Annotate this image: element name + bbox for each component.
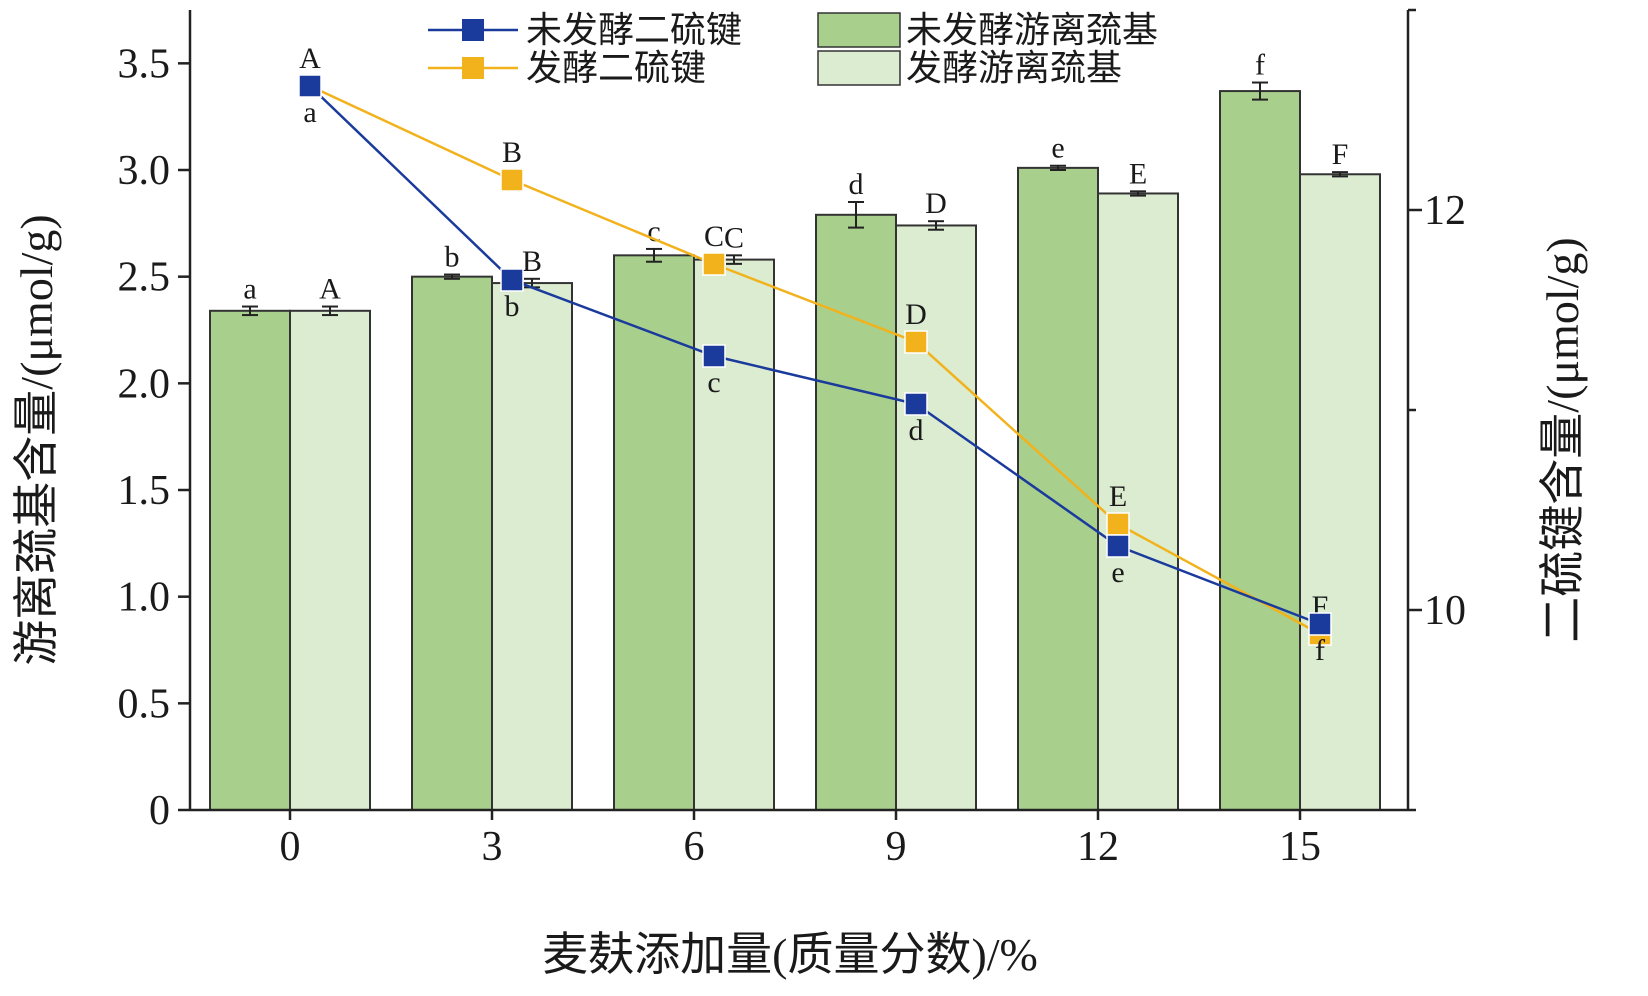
line-significance-letter: e <box>1111 556 1124 589</box>
line-marker <box>1106 534 1130 558</box>
bar <box>289 309 371 811</box>
bar <box>491 282 573 812</box>
legend-bar-swatch <box>817 12 901 48</box>
bar <box>1219 90 1301 812</box>
legend-marker-swatch <box>462 57 484 79</box>
bar-significance-letter: f <box>1255 49 1265 82</box>
line-significance-letter: C <box>704 220 724 253</box>
line-marker <box>1106 512 1130 536</box>
bar <box>815 213 897 812</box>
bar <box>1299 173 1381 811</box>
line-marker <box>702 252 726 276</box>
x-tick-label: 0 <box>280 824 301 870</box>
legend-label: 发酵游离巯基 <box>906 48 1122 88</box>
line-marker <box>298 74 322 98</box>
bar-significance-letter: b <box>445 241 460 274</box>
y-tick-label: 3.5 <box>118 41 171 87</box>
line-significance-letter: a <box>303 96 316 129</box>
y-tick-label: 3.0 <box>118 148 171 194</box>
y-tick-label: 1.5 <box>118 468 171 514</box>
line-marker <box>904 330 928 354</box>
legend-label: 发酵二硫键 <box>526 48 706 88</box>
bar <box>1097 192 1179 811</box>
y-tick-label: 2.0 <box>118 361 171 407</box>
x-tick-label: 6 <box>684 824 705 870</box>
bar <box>1017 166 1099 812</box>
line-significance-letter: d <box>909 414 924 447</box>
line-significance-letter: B <box>502 136 522 169</box>
line-marker <box>500 268 524 292</box>
y2-tick-label: 10 <box>1424 588 1466 634</box>
y2-tick-label: 12 <box>1424 188 1466 234</box>
line-marker <box>500 168 524 192</box>
bar <box>895 224 977 811</box>
bar <box>613 254 695 812</box>
x-tick-label: 12 <box>1077 824 1119 870</box>
bar-significance-letter: D <box>925 187 947 220</box>
bar <box>411 275 493 811</box>
x-tick-label: 9 <box>886 824 907 870</box>
y-tick-label: 2.5 <box>118 255 171 301</box>
bar-significance-letter: E <box>1129 157 1147 190</box>
x-axis-title: 麦麸添加量(质量分数)/% <box>542 929 1038 980</box>
line-significance-letter: D <box>905 298 927 331</box>
line-significance-letter: f <box>1315 634 1325 667</box>
bar-significance-letter: a <box>243 273 256 306</box>
line-marker <box>1308 612 1332 636</box>
x-tick-label: 3 <box>482 824 503 870</box>
bar <box>693 258 775 812</box>
legend-bar-swatch <box>817 50 901 86</box>
line-marker <box>702 344 726 368</box>
axes-layer: 0 0.5 1.0 1.5 2.0 2.5 3.0 3.5 10 12 0 3 6 9 12 15 <box>118 8 1466 870</box>
bar-significance-letter: d <box>849 168 864 201</box>
line-significance-letter: E <box>1109 480 1127 513</box>
series-line <box>309 84 1321 636</box>
legend-marker-swatch <box>462 19 484 41</box>
line-marker <box>904 392 928 416</box>
bar-significance-letter: F <box>1332 138 1349 171</box>
y-axis-title: 游离巯基含量/(μmol/g) <box>11 214 62 665</box>
bars-layer: a b c d e f A B C D E F <box>209 49 1381 812</box>
y-tick-label: 0 <box>149 788 170 834</box>
bar-significance-letter: e <box>1051 132 1064 165</box>
legend-label: 未发酵二硫键 <box>526 10 742 50</box>
bar-significance-letter: B <box>522 245 542 278</box>
x-tick-label: 15 <box>1279 824 1321 870</box>
bar-significance-letter: C <box>724 221 744 254</box>
y-tick-label: 1.0 <box>118 575 171 621</box>
line-significance-letter: b <box>505 290 520 323</box>
y2-axis-title: 二硫键含量/(μmol/g) <box>1537 237 1588 642</box>
bar-significance-letter: c <box>647 215 660 248</box>
bar-significance-letter: A <box>319 273 341 306</box>
line-significance-letter: c <box>707 366 720 399</box>
series-line <box>309 85 1321 626</box>
legend-label: 未发酵游离巯基 <box>906 10 1158 50</box>
bar <box>209 309 291 811</box>
y-tick-label: 0.5 <box>118 681 171 727</box>
line-significance-letter: A <box>299 42 321 75</box>
